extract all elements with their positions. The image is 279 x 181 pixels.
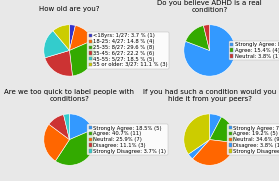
Title: Are we too quick to label people with conditions?: Are we too quick to label people with co… [4, 89, 134, 102]
Wedge shape [53, 25, 69, 50]
Title: If you had such a condition would you hide it from your peers?: If you had such a condition would you hi… [143, 89, 276, 102]
Legend: Strongly Agree: 18.5% (5), Agree: 40.7% (11), Neutral: 25.9% (7), Disagree: 11.1: Strongly Agree: 18.5% (5), Agree: 40.7% … [87, 124, 168, 155]
Wedge shape [186, 26, 210, 50]
Wedge shape [184, 114, 210, 154]
Legend: Strongly Agree: 80.8% (21), Agree: 15.4% (4), Neutral: 3.8% (1): Strongly Agree: 80.8% (21), Agree: 15.4%… [229, 41, 279, 60]
Legend: Strongly Agree: 7.7% (2), Agree: 19.2% (5), Neutral: 34.6% (9), Disagree: 3.8% (: Strongly Agree: 7.7% (2), Agree: 19.2% (… [227, 124, 279, 155]
Wedge shape [188, 140, 210, 159]
Wedge shape [210, 117, 235, 143]
Wedge shape [64, 114, 69, 140]
Wedge shape [203, 25, 210, 50]
Legend: <18yrs: 1/27: 3.7 % (1), 18-25: 4/27: 14.8 % (4), 25-35: 8/27: 29.6 % (8), 35-45: <18yrs: 1/27: 3.7 % (1), 18-25: 4/27: 14… [87, 32, 169, 69]
Wedge shape [44, 31, 69, 58]
Wedge shape [49, 115, 69, 140]
Wedge shape [193, 140, 235, 165]
Wedge shape [210, 114, 222, 140]
Wedge shape [45, 50, 73, 76]
Wedge shape [55, 129, 95, 165]
Wedge shape [69, 26, 93, 50]
Wedge shape [184, 25, 235, 76]
Wedge shape [69, 114, 93, 140]
Wedge shape [69, 25, 75, 50]
Wedge shape [44, 124, 69, 161]
Wedge shape [69, 40, 95, 76]
Title: Do you believe ADHD is a real condition?: Do you believe ADHD is a real condition? [157, 0, 262, 13]
Title: How old are you?: How old are you? [39, 6, 100, 12]
